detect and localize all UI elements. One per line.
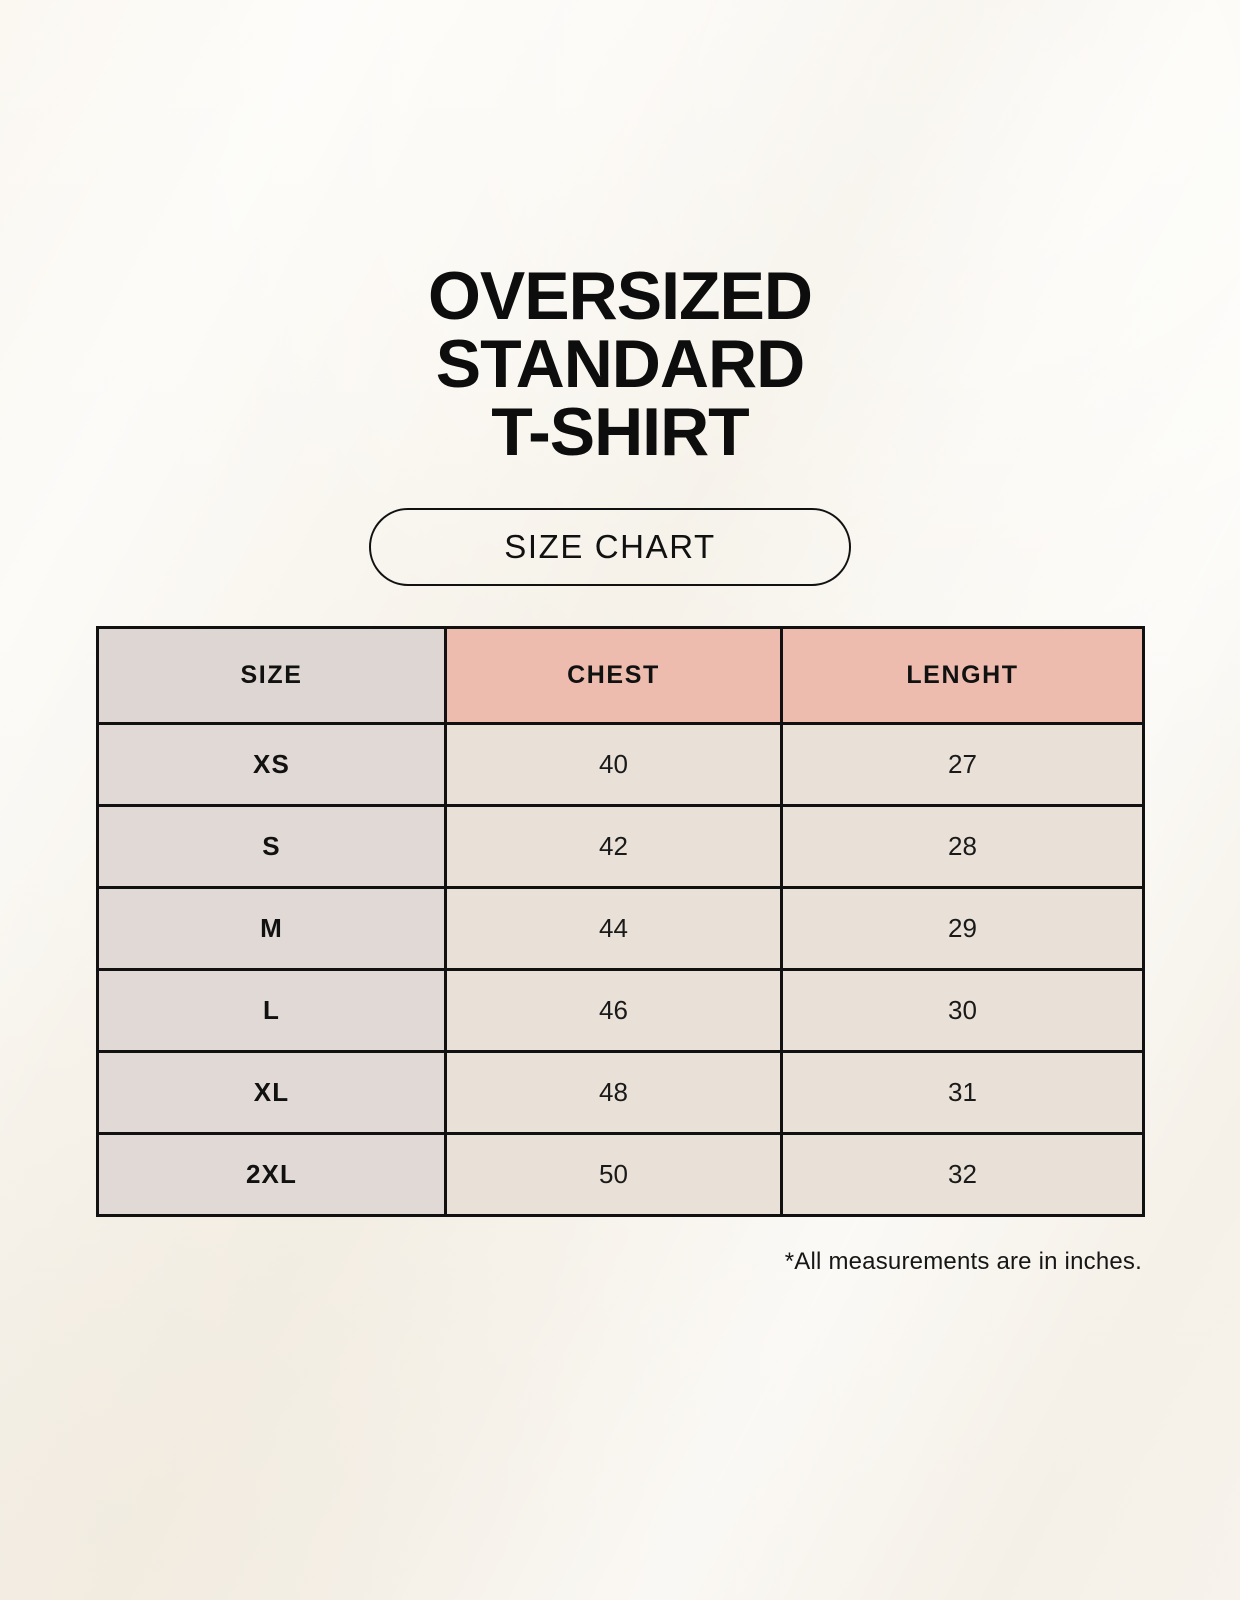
cell-size: M <box>96 886 447 971</box>
cell-chest: 44 <box>444 886 783 971</box>
cell-chest: 42 <box>444 804 783 889</box>
measurement-note: *All measurements are in inches. <box>784 1248 1142 1275</box>
cell-length: 29 <box>780 886 1145 971</box>
cell-length: 28 <box>780 804 1145 889</box>
column-header-size: SIZE <box>96 626 447 725</box>
size-chart-badge-label: SIZE CHART <box>504 528 716 565</box>
table-row: L 46 30 <box>96 968 1145 1053</box>
title-line-1: OVERSIZED <box>428 258 813 334</box>
table-row: 2XL 50 32 <box>96 1132 1145 1217</box>
cell-chest: 48 <box>444 1050 783 1135</box>
cell-length: 32 <box>780 1132 1145 1217</box>
page-title: OVERSIZED STANDARD T-SHIRT <box>0 262 1240 466</box>
cell-size: 2XL <box>96 1132 447 1217</box>
cell-chest: 40 <box>444 722 783 807</box>
cell-chest: 46 <box>444 968 783 1053</box>
table-header-row: SIZE CHEST LENGHT <box>96 626 1145 725</box>
cell-length: 31 <box>780 1050 1145 1135</box>
column-header-chest: CHEST <box>444 626 783 725</box>
table-row: M 44 29 <box>96 886 1145 971</box>
title-line-2: STANDARD <box>435 326 806 402</box>
column-header-length: LENGHT <box>780 626 1145 725</box>
cell-length: 27 <box>780 722 1145 807</box>
cell-size: XL <box>96 1050 447 1135</box>
cell-chest: 50 <box>444 1132 783 1217</box>
cell-size: S <box>96 804 447 889</box>
title-line-3: T-SHIRT <box>491 394 749 470</box>
table-row: XS 40 27 <box>96 722 1145 807</box>
cell-length: 30 <box>780 968 1145 1053</box>
size-chart-badge: SIZE CHART <box>369 508 851 586</box>
table-row: S 42 28 <box>96 804 1145 889</box>
table-row: XL 48 31 <box>96 1050 1145 1135</box>
cell-size: XS <box>96 722 447 807</box>
cell-size: L <box>96 968 447 1053</box>
size-chart-table: SIZE CHEST LENGHT XS 40 27 S 42 28 M 44 … <box>96 626 1145 1217</box>
